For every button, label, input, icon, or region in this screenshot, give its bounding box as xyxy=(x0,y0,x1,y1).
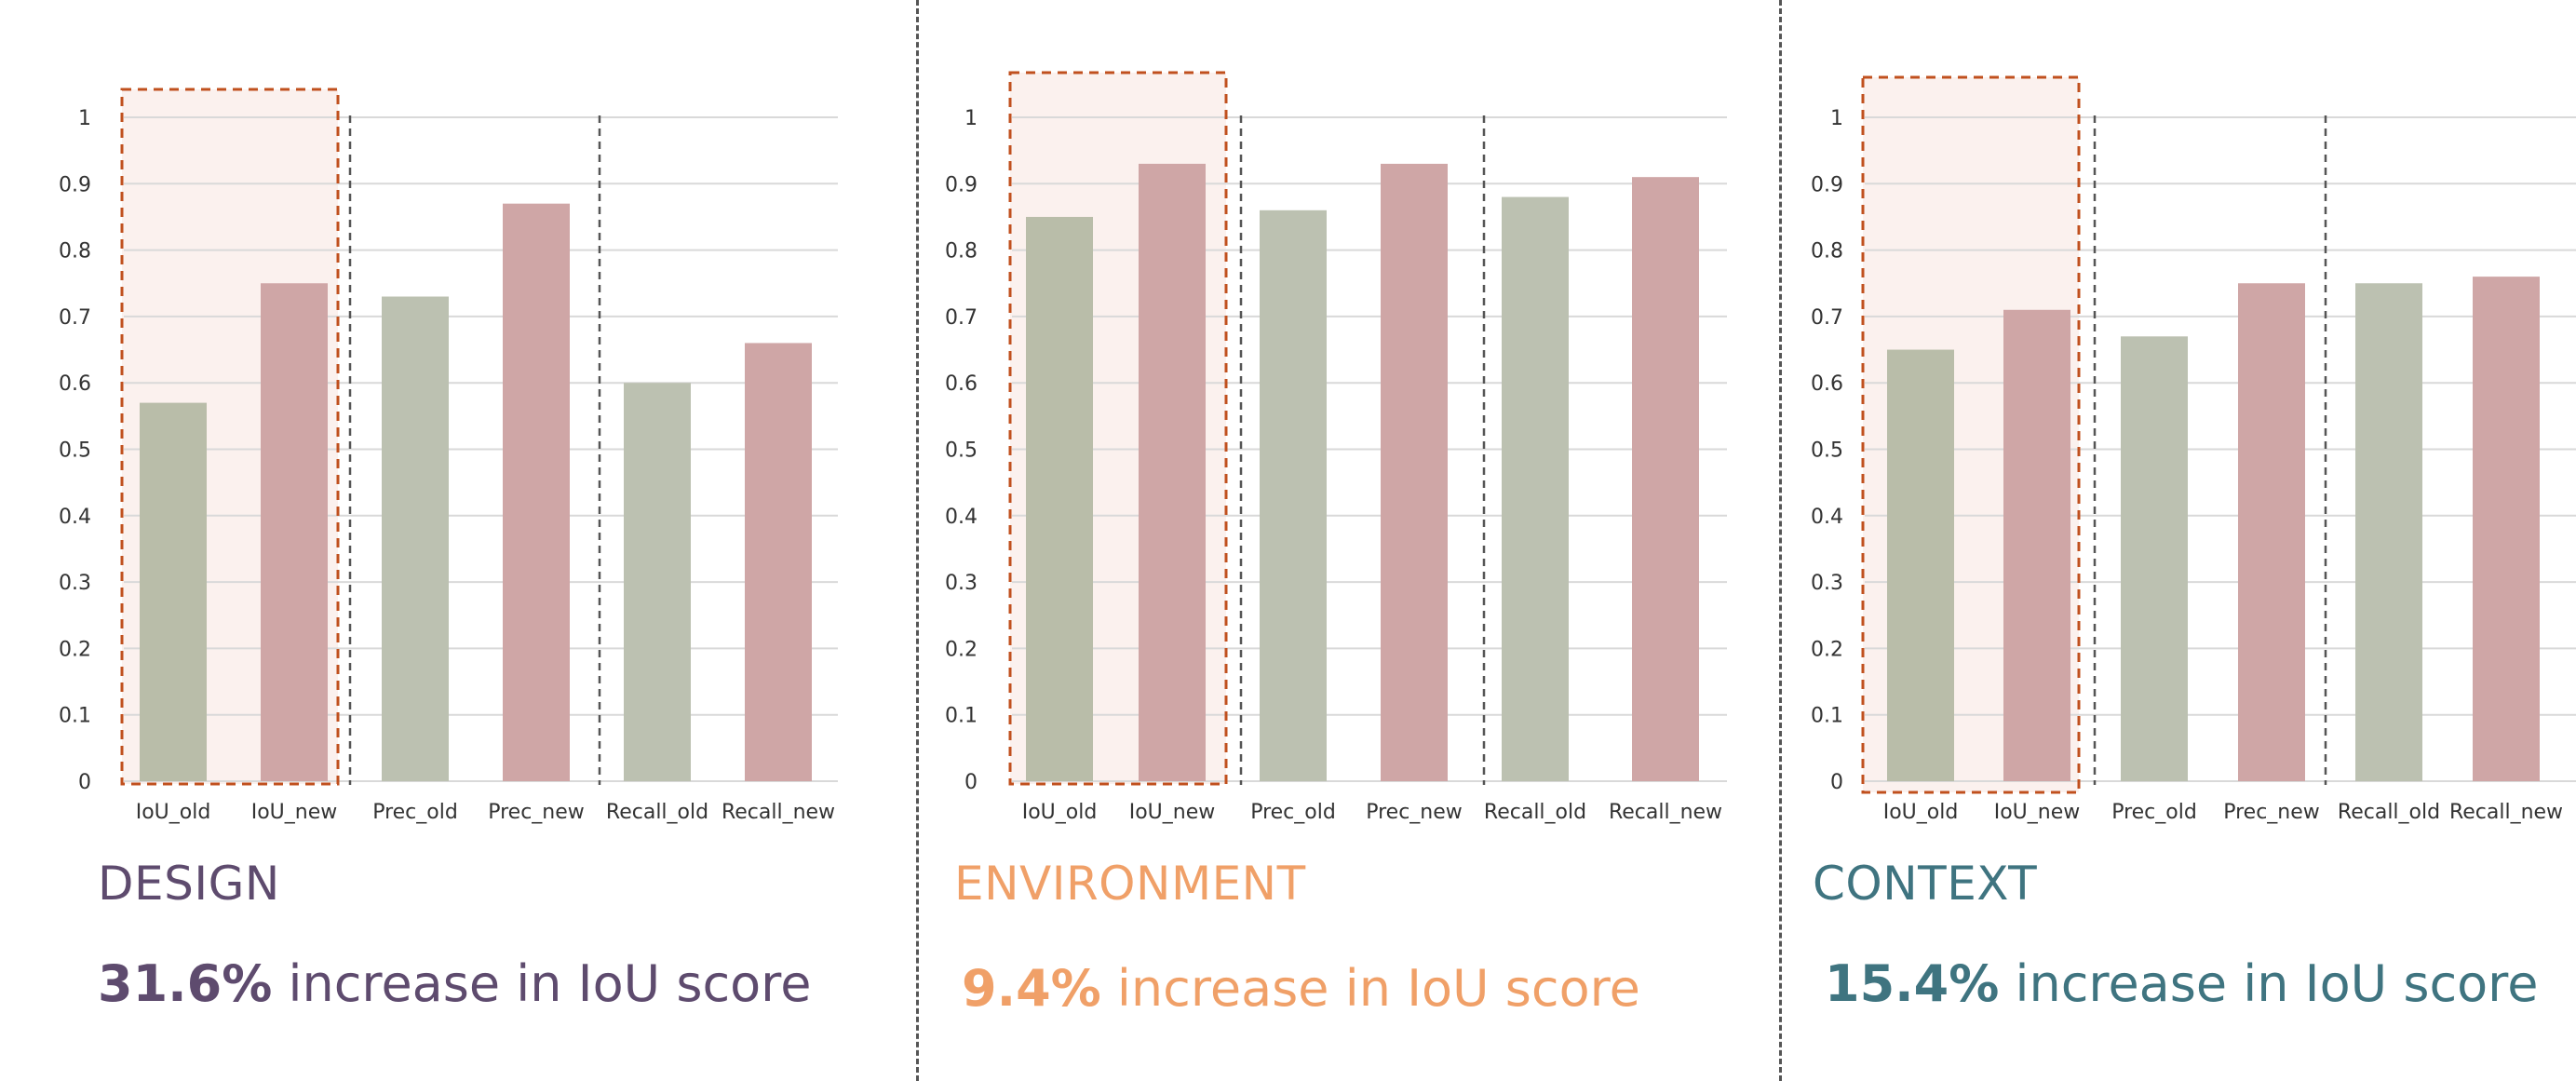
iou-highlight-outline xyxy=(120,88,340,786)
x-category-label: IoU_new xyxy=(1994,801,2081,824)
x-category-label: Recall_old xyxy=(2338,801,2440,824)
bar-prec-new xyxy=(1381,163,1448,781)
bar-prec-old xyxy=(2121,336,2188,781)
context-chart: 0 0.1 0.2 0.3 0.4 0.5 0.6 0.7 0.8 0.9 1 IoU_old IoU_… xyxy=(1811,75,2576,824)
iou-increase-headline: 15.4% increase in IoU score xyxy=(1825,954,2538,1013)
y-tick-label: 0.5 xyxy=(1811,439,1843,463)
y-tick-label: 0.7 xyxy=(1811,306,1843,330)
x-category-label: IoU_new xyxy=(251,801,338,824)
x-category-label: Prec_new xyxy=(1366,801,1463,824)
iou-increase-headline: 9.4% increase in IoU score xyxy=(962,959,1640,1018)
panel-divider xyxy=(916,0,919,1081)
y-tick-label: 0 xyxy=(964,771,978,794)
bar-recall-new xyxy=(2473,277,2540,781)
y-tick-label: 0.2 xyxy=(59,638,91,661)
iou-highlight-outline xyxy=(1008,71,1228,786)
design-chart: 0 0.1 0.2 0.3 0.4 0.5 0.6 0.7 0.8 0.9 1 IoU_old IoU_… xyxy=(59,88,838,824)
bar-prec-new xyxy=(2238,283,2305,781)
y-tick-label: 0.6 xyxy=(59,372,91,396)
bar-recall-old xyxy=(2355,283,2422,781)
x-category-label: Recall_new xyxy=(1609,801,1722,824)
y-tick-label: 0.1 xyxy=(1811,705,1843,728)
y-tick-label: 1 xyxy=(1830,107,1843,130)
y-tick-label: 0.5 xyxy=(59,439,91,463)
iou-increase-headline: 31.6% increase in IoU score xyxy=(98,954,811,1013)
y-tick-label: 0.2 xyxy=(1811,638,1843,661)
panel-design: 0 0.1 0.2 0.3 0.4 0.5 0.6 0.7 0.8 0.9 1 IoU_old IoU_… xyxy=(0,0,917,1081)
x-category-label: Prec_new xyxy=(2223,801,2320,824)
bar-recall-new xyxy=(1632,177,1699,782)
y-tick-label: 0.3 xyxy=(945,572,978,595)
x-category-label: Prec_new xyxy=(488,801,585,824)
x-category-label: Prec_old xyxy=(1250,801,1336,824)
y-tick-label: 1 xyxy=(964,107,978,130)
y-tick-label: 0.9 xyxy=(59,173,91,196)
bar-recall-old xyxy=(1502,196,1569,781)
y-tick-label: 0.8 xyxy=(59,240,91,263)
y-tick-label: 0.3 xyxy=(1811,572,1843,595)
x-category-label: Prec_old xyxy=(372,801,458,824)
x-category-label: Recall_old xyxy=(606,801,708,824)
bar-prec-old xyxy=(1260,209,1327,781)
y-tick-label: 0.7 xyxy=(945,306,978,330)
bar-recall-old xyxy=(624,383,691,781)
x-category-label: Prec_old xyxy=(2111,801,2197,824)
iou-increase-percent: 9.4% xyxy=(962,959,1101,1018)
y-tick-label: 0.8 xyxy=(1811,240,1843,263)
x-category-label: Recall_old xyxy=(1484,801,1586,824)
panel-title: CONTEXT xyxy=(1813,857,2038,911)
y-tick-label: 0.1 xyxy=(59,705,91,728)
y-tick-label: 0.6 xyxy=(1811,372,1843,396)
y-tick-label: 0.9 xyxy=(1811,173,1843,196)
y-tick-label: 0.1 xyxy=(945,705,978,728)
bar-iou-old xyxy=(1887,349,1954,781)
x-category-label: Recall_new xyxy=(2449,801,2563,824)
y-tick-label: 0.2 xyxy=(945,638,978,661)
y-tick-label: 0.4 xyxy=(945,506,978,529)
iou-increase-text: increase in IoU score xyxy=(1100,959,1640,1018)
y-tick-label: 0 xyxy=(1830,771,1843,794)
panel-title: DESIGN xyxy=(98,857,280,911)
bar-iou-new xyxy=(261,283,328,781)
y-tick-label: 0.8 xyxy=(945,240,978,263)
panel-divider xyxy=(1779,0,1782,1081)
y-tick-label: 0.7 xyxy=(59,306,91,330)
x-category-label: IoU_old xyxy=(1022,801,1098,824)
y-tick-label: 0.5 xyxy=(945,439,978,463)
y-tick-label: 1 xyxy=(78,107,91,130)
y-tick-label: 0.4 xyxy=(1811,506,1843,529)
panel-title: ENVIRONMENT xyxy=(954,857,1306,911)
y-tick-label: 0.3 xyxy=(59,572,91,595)
iou-increase-text: increase in IoU score xyxy=(272,954,812,1013)
y-tick-label: 0.6 xyxy=(945,372,978,396)
y-tick-label: 0 xyxy=(78,771,91,794)
x-category-label: IoU_new xyxy=(1129,801,1216,824)
x-category-label: IoU_old xyxy=(136,801,211,824)
bar-prec-new xyxy=(503,203,570,781)
y-tick-label: 0.9 xyxy=(945,173,978,196)
iou-increase-text: increase in IoU score xyxy=(1999,954,2539,1013)
x-category-label: Recall_new xyxy=(722,801,835,824)
bar-prec-old xyxy=(382,296,449,781)
bar-recall-new xyxy=(745,343,812,781)
environment-chart: 0 0.1 0.2 0.3 0.4 0.5 0.6 0.7 0.8 0.9 1 IoU_old IoU_… xyxy=(945,71,1727,824)
bar-iou-new xyxy=(2003,309,2070,781)
y-tick-label: 0.4 xyxy=(59,506,91,529)
bar-iou-old xyxy=(140,402,207,781)
x-category-label: IoU_old xyxy=(1883,801,1959,824)
bar-iou-new xyxy=(1139,163,1206,781)
iou-increase-percent: 15.4% xyxy=(1825,954,2000,1013)
iou-highlight-outline xyxy=(1861,75,2081,794)
iou-increase-percent: 31.6% xyxy=(98,954,273,1013)
bar-iou-old xyxy=(1026,216,1093,781)
